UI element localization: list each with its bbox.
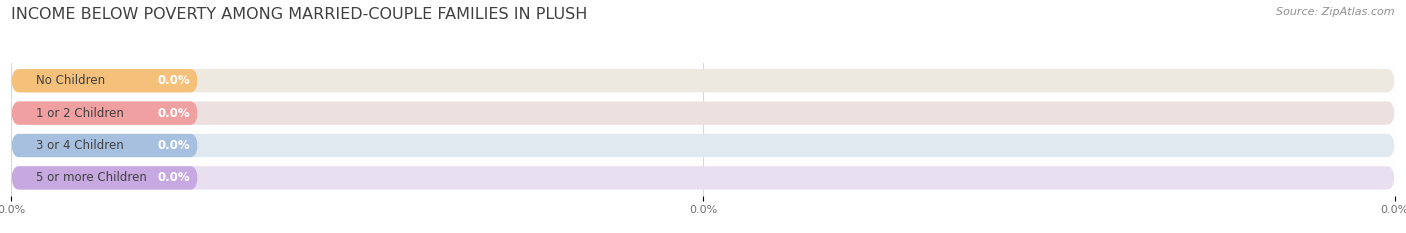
Text: 5 or more Children: 5 or more Children [37, 171, 148, 184]
FancyBboxPatch shape [11, 166, 1395, 190]
Text: 1 or 2 Children: 1 or 2 Children [37, 107, 124, 120]
Text: 0.0%: 0.0% [157, 107, 190, 120]
FancyBboxPatch shape [11, 101, 198, 125]
FancyBboxPatch shape [11, 134, 198, 157]
Text: 0.0%: 0.0% [157, 74, 190, 87]
FancyBboxPatch shape [11, 69, 198, 93]
Text: 0.0%: 0.0% [157, 139, 190, 152]
Text: Source: ZipAtlas.com: Source: ZipAtlas.com [1277, 7, 1395, 17]
Text: 0.0%: 0.0% [157, 171, 190, 184]
FancyBboxPatch shape [11, 134, 1395, 157]
FancyBboxPatch shape [11, 69, 1395, 93]
Text: No Children: No Children [37, 74, 105, 87]
FancyBboxPatch shape [11, 166, 198, 190]
Text: INCOME BELOW POVERTY AMONG MARRIED-COUPLE FAMILIES IN PLUSH: INCOME BELOW POVERTY AMONG MARRIED-COUPL… [11, 7, 588, 22]
FancyBboxPatch shape [11, 101, 1395, 125]
Text: 3 or 4 Children: 3 or 4 Children [37, 139, 124, 152]
